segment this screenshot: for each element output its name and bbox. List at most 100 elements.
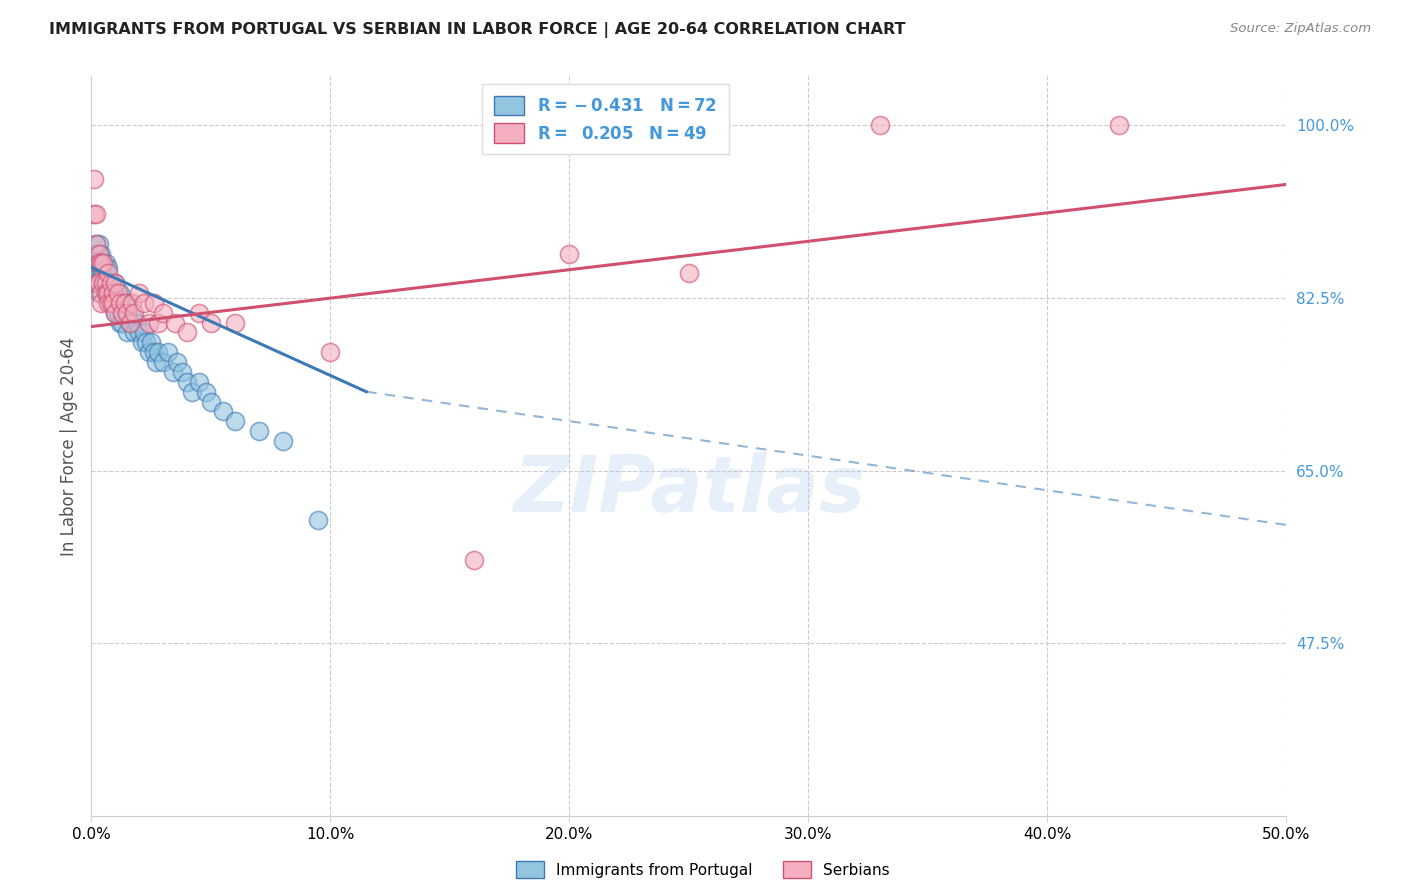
- Point: [307, 513, 329, 527]
- Point: [83, 207, 105, 221]
- Y-axis label: In Labor Force | Age 20-64: In Labor Force | Age 20-64: [59, 336, 77, 556]
- Point: [83, 261, 105, 276]
- Point: [125, 316, 148, 330]
- Point: [87, 256, 110, 270]
- Point: [118, 316, 141, 330]
- Point: [121, 306, 143, 320]
- Point: [97, 285, 120, 300]
- Point: [100, 276, 122, 290]
- Point: [162, 365, 184, 379]
- Point: [87, 236, 110, 251]
- Point: [90, 246, 112, 260]
- Point: [87, 256, 110, 270]
- Point: [104, 285, 127, 300]
- Point: [142, 296, 165, 310]
- Point: [319, 345, 342, 359]
- Point: [132, 296, 155, 310]
- Point: [121, 296, 143, 310]
- Point: [107, 285, 129, 300]
- Point: [224, 414, 246, 428]
- Point: [93, 256, 114, 270]
- Point: [87, 285, 110, 300]
- Point: [104, 306, 127, 320]
- Point: [87, 276, 110, 290]
- Point: [145, 355, 167, 369]
- Point: [97, 276, 120, 290]
- Legend: $\mathbf{R = -0.431}$   $\mathbf{N = 72}$, $\mathbf{R =\ \ 0.205}$   $\mathbf{N : $\mathbf{R = -0.431}$ $\mathbf{N = 72}$,…: [482, 84, 728, 154]
- Point: [180, 384, 202, 399]
- Point: [114, 306, 136, 320]
- Point: [90, 256, 112, 270]
- Point: [107, 296, 129, 310]
- Point: [83, 246, 105, 260]
- Point: [97, 285, 120, 300]
- Point: [1108, 118, 1130, 132]
- Point: [247, 424, 270, 438]
- Point: [87, 246, 110, 260]
- Point: [84, 236, 107, 251]
- Point: [104, 276, 127, 290]
- Point: [166, 355, 188, 369]
- Point: [111, 306, 134, 320]
- Point: [93, 256, 114, 270]
- Point: [100, 285, 122, 300]
- Point: [87, 246, 110, 260]
- Point: [135, 335, 157, 350]
- Point: [101, 296, 124, 310]
- Point: [187, 375, 211, 389]
- Point: [128, 326, 150, 340]
- Point: [463, 552, 485, 566]
- Point: [100, 296, 122, 310]
- Point: [111, 316, 134, 330]
- Point: [211, 404, 233, 418]
- Text: IMMIGRANTS FROM PORTUGAL VS SERBIAN IN LABOR FORCE | AGE 20-64 CORRELATION CHART: IMMIGRANTS FROM PORTUGAL VS SERBIAN IN L…: [49, 22, 905, 38]
- Point: [187, 306, 211, 320]
- Point: [83, 172, 105, 186]
- Point: [115, 326, 138, 340]
- Point: [104, 276, 127, 290]
- Point: [83, 256, 105, 270]
- Point: [93, 261, 114, 276]
- Point: [90, 256, 112, 270]
- Point: [108, 296, 131, 310]
- Point: [84, 207, 107, 221]
- Point: [83, 276, 105, 290]
- Point: [152, 306, 174, 320]
- Point: [84, 276, 107, 290]
- Point: [115, 296, 138, 310]
- Point: [224, 316, 246, 330]
- Point: [869, 118, 891, 132]
- Point: [115, 306, 138, 320]
- Point: [195, 384, 218, 399]
- Point: [108, 316, 131, 330]
- Point: [84, 256, 107, 270]
- Point: [84, 236, 107, 251]
- Point: [200, 394, 222, 409]
- Point: [101, 285, 124, 300]
- Point: [90, 266, 112, 280]
- Point: [200, 316, 222, 330]
- Point: [114, 296, 136, 310]
- Point: [97, 296, 120, 310]
- Point: [138, 316, 160, 330]
- Point: [172, 365, 194, 379]
- Point: [156, 345, 179, 359]
- Point: [94, 276, 117, 290]
- Point: [93, 266, 114, 280]
- Point: [148, 316, 170, 330]
- Point: [163, 316, 186, 330]
- Point: [131, 335, 153, 350]
- Point: [678, 266, 700, 280]
- Point: [176, 326, 198, 340]
- Point: [101, 285, 124, 300]
- Point: [90, 261, 112, 276]
- Text: ZIPatlas: ZIPatlas: [513, 452, 865, 528]
- Point: [97, 261, 120, 276]
- Point: [104, 306, 127, 320]
- Point: [142, 345, 165, 359]
- Point: [90, 285, 112, 300]
- Point: [128, 285, 150, 300]
- Legend: Immigrants from Portugal, Serbians: Immigrants from Portugal, Serbians: [510, 855, 896, 884]
- Point: [107, 306, 129, 320]
- Point: [90, 296, 112, 310]
